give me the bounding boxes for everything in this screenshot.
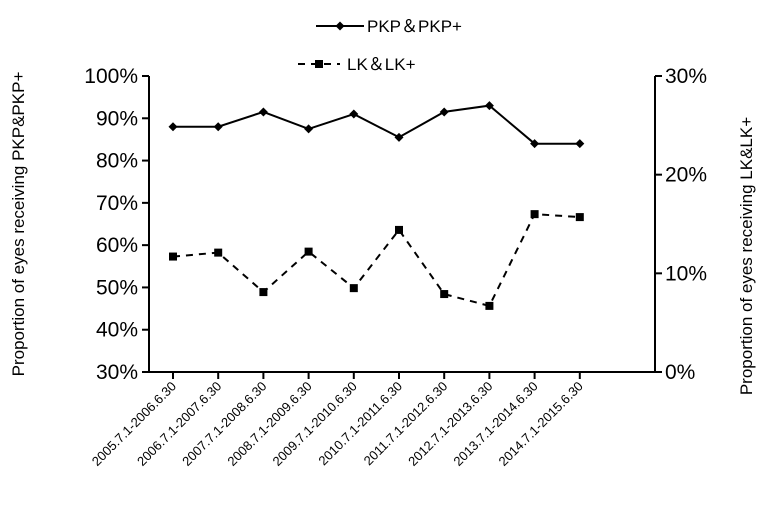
x-tick-label: 2006.7.1-2007.6.30 xyxy=(134,379,224,469)
data-point-lk xyxy=(485,301,494,310)
legend: PKP＆PKP+ LK＆LK+ xyxy=(298,17,462,74)
data-point-lk xyxy=(440,290,449,299)
left-y-tick-label: 30% xyxy=(96,361,138,384)
x-tick-label: 2007.7.1-2008.6.30 xyxy=(179,379,269,469)
x-tick-label: 2011.7.1-2012.6.30 xyxy=(361,379,451,469)
x-tick-label: 2012.7.1-2013.6.30 xyxy=(405,379,495,469)
x-tick-label: 2009.7.1-2010.6.30 xyxy=(270,379,360,469)
legend-label-pkp: PKP＆PKP+ xyxy=(367,17,462,36)
legend-marker-pkp xyxy=(335,21,345,31)
left-y-tick-label: 100% xyxy=(84,65,138,88)
x-tick-label: 2010.7.1-2011.6.30 xyxy=(315,379,405,469)
left-y-tick-label: 80% xyxy=(96,150,138,173)
series-layer xyxy=(168,101,585,310)
data-point-lk xyxy=(304,247,313,256)
data-point-pkp xyxy=(349,109,359,119)
legend-label-lk: LK＆LK+ xyxy=(347,55,416,74)
data-point-lk xyxy=(169,252,177,261)
data-point-lk xyxy=(530,210,539,219)
data-point-pkp xyxy=(439,107,449,117)
data-point-lk xyxy=(395,225,403,234)
series-line-pkp xyxy=(173,104,580,145)
data-point-lk xyxy=(259,288,268,297)
left-y-ticks: 30% 40% 50% 60% 70% 80% 90% 100% xyxy=(84,65,149,384)
data-point-pkp xyxy=(168,122,178,132)
x-tick-label: 2014.7.1-2015.6.30 xyxy=(496,379,586,469)
left-y-tick-label: 60% xyxy=(96,234,138,257)
right-y-tick-label: 30% xyxy=(665,65,707,88)
data-point-pkp xyxy=(394,132,404,142)
right-y-tick-label: 0% xyxy=(665,361,695,384)
x-tick-label: 2008.7.1-2009.6.30 xyxy=(224,379,314,469)
right-y-axis-title: Proportion of eyes receiving LK&LK+ xyxy=(737,117,756,395)
x-tick-label: 2005.7.1-2006.6.30 xyxy=(89,379,179,469)
left-y-tick-label: 70% xyxy=(96,192,138,215)
right-y-tick-label: 20% xyxy=(665,164,707,187)
data-point-pkp xyxy=(213,122,223,132)
x-tick-label: 2013.7.1-2014.6.30 xyxy=(450,379,540,469)
left-y-tick-label: 40% xyxy=(96,319,138,342)
data-point-lk xyxy=(349,284,358,293)
right-y-ticks: 0% 10% 20% 30% xyxy=(655,65,707,384)
series-line-lk xyxy=(172,213,580,308)
data-point-pkp xyxy=(258,107,268,117)
data-point-pkp xyxy=(575,139,585,149)
data-point-lk xyxy=(214,248,223,257)
left-y-tick-label: 50% xyxy=(96,276,138,299)
legend-marker-lk xyxy=(315,60,323,68)
left-y-tick-label: 90% xyxy=(96,107,138,130)
data-point-pkp xyxy=(484,101,494,111)
left-y-axis-title: Proportion of eyes receiving PKP&PKP+ xyxy=(9,72,28,377)
data-point-pkp xyxy=(304,124,314,134)
right-y-tick-label: 10% xyxy=(665,262,707,285)
data-point-pkp xyxy=(530,139,540,149)
axes xyxy=(148,76,656,373)
data-point-lk xyxy=(575,213,584,222)
x-ticks: 2005.7.1-2006.6.302006.7.1-2007.6.302007… xyxy=(89,372,586,469)
